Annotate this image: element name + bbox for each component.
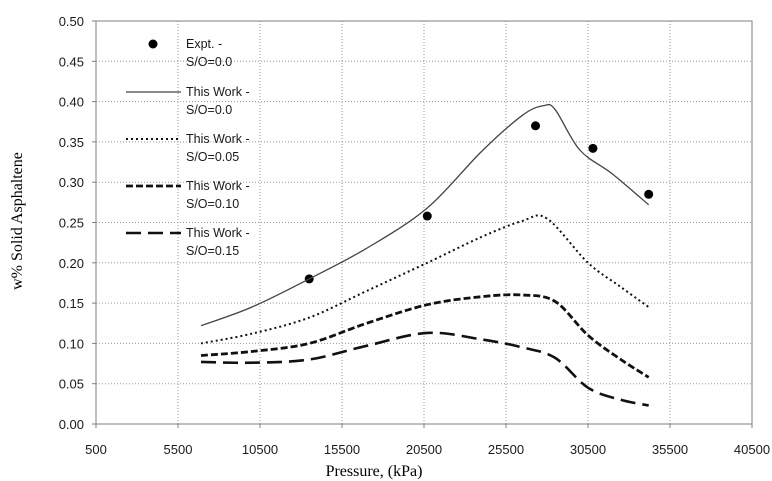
x-tick-label: 30500 (570, 442, 606, 457)
legend-entry-4: This Work - S/O=0.10 (126, 179, 250, 211)
y-axis-title: w% Solid Asphaltene (9, 152, 26, 290)
series-line (200, 331, 649, 407)
y-tick-label: 0.20 (59, 256, 84, 271)
data-point (588, 143, 598, 153)
x-tick-label: 20500 (406, 442, 442, 457)
y-tick-label: 0.35 (59, 135, 84, 150)
x-tick-label: 15500 (324, 442, 360, 457)
legend-label-line-2: S/O=0.0 (186, 55, 232, 69)
x-tick-label: 40500 (734, 442, 770, 457)
series-1 (304, 121, 654, 284)
axes: 500 5500 10500 15500 20500 25500 30500 35500 405… (59, 14, 770, 457)
y-tick-label: 0.10 (59, 336, 84, 351)
legend-label-line-1: This Work - (186, 179, 250, 193)
x-tick-label: 5500 (164, 442, 193, 457)
legend-marker (148, 39, 158, 49)
legend-label-line-2: S/O=0.0 (186, 103, 232, 117)
y-tick-label: 0.50 (59, 14, 84, 29)
legend-entry-1: Expt. - S/O=0.0 (148, 37, 232, 69)
y-tick-label: 0.05 (59, 377, 84, 392)
series-3 (200, 214, 650, 345)
y-tick-label: 0.45 (59, 54, 84, 69)
legend-label-line-1: Expt. - (186, 37, 222, 51)
series-2 (200, 103, 650, 327)
data-point (531, 121, 541, 131)
x-tick-label: 25500 (488, 442, 524, 457)
legend-entry-3: This Work - S/O=0.05 (126, 132, 250, 164)
legend-label-line-2: S/O=0.10 (186, 197, 239, 211)
legend-entry-5: This Work - S/O=0.15 (126, 226, 250, 258)
y-tick-label: 0.15 (59, 296, 84, 311)
grid-lines (96, 21, 752, 424)
series-5 (200, 331, 649, 407)
series-line (200, 214, 650, 345)
data-point (422, 211, 432, 221)
series-layer (200, 103, 654, 407)
data-point (644, 189, 654, 199)
series-line (200, 293, 650, 379)
y-tick-label: 0.30 (59, 175, 84, 190)
legend-entry-2: This Work - S/O=0.0 (126, 85, 250, 117)
y-tick-label: 0.00 (59, 417, 84, 432)
y-tick-label: 0.40 (59, 95, 84, 110)
x-axis-title: Pressure, (kPa) (326, 463, 423, 480)
series-4 (200, 293, 650, 379)
legend-label-line-2: S/O=0.05 (186, 150, 239, 164)
legend-label-line-1: This Work - (186, 85, 250, 99)
legend-label-line-1: This Work - (186, 226, 250, 240)
legend-label-line-1: This Work - (186, 132, 250, 146)
x-tick-label: 500 (85, 442, 107, 457)
x-tick-label: 35500 (652, 442, 688, 457)
y-tick-label: 0.25 (59, 216, 84, 231)
plot-frame (95, 20, 753, 425)
series-line (200, 103, 650, 327)
x-tick-label: 10500 (242, 442, 278, 457)
legend-label-line-2: S/O=0.15 (186, 244, 239, 258)
